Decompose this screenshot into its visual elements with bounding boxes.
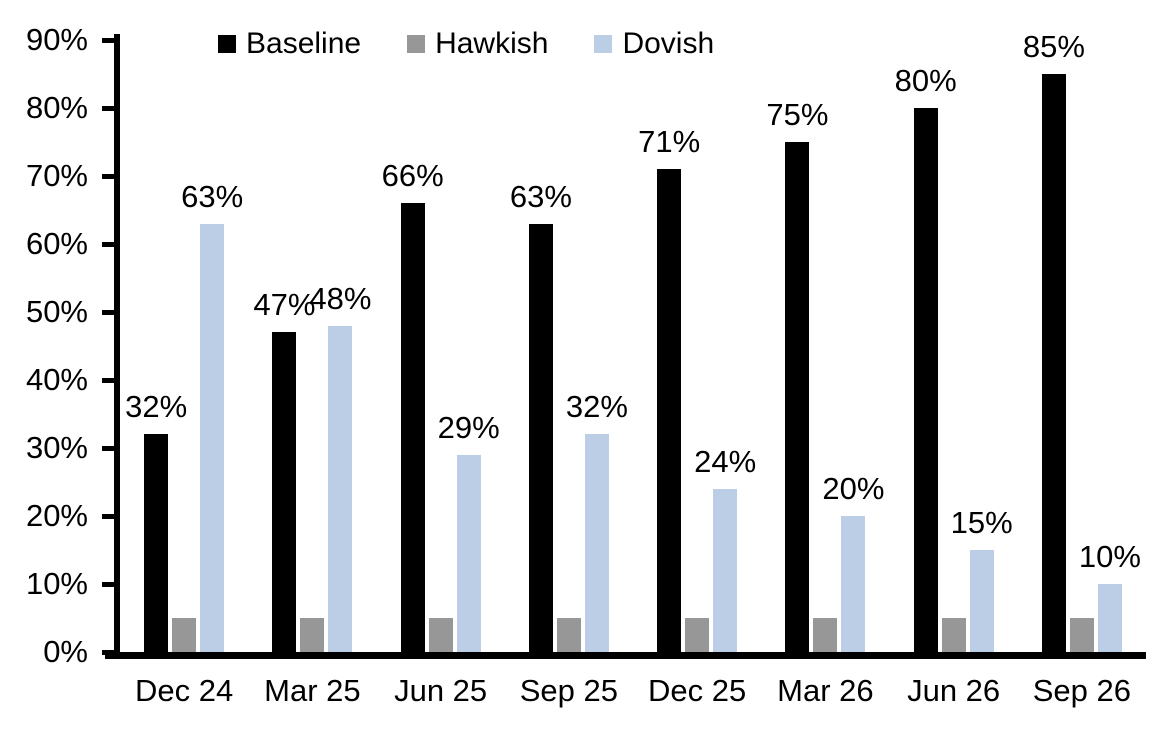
bar-dovish: 29%: [438, 410, 500, 652]
legend-item-hawkish: Hawkish: [407, 27, 548, 61]
y-axis-tick-label: 30%: [25, 430, 88, 465]
bar-value-label: 48%: [309, 280, 372, 316]
bar-hawkish: [1069, 618, 1094, 652]
y-axis-tick-label: 20%: [25, 498, 88, 533]
x-axis-tick-label: Mar 25: [264, 673, 361, 708]
y-axis-tick: [102, 174, 114, 179]
bar-hawkish: [556, 618, 581, 652]
y-axis-tick: [102, 38, 114, 43]
bar-value-label: 63%: [509, 178, 572, 214]
dovish-swatch-icon: [594, 35, 613, 53]
bar-value-label: 32%: [125, 389, 188, 425]
y-axis-tick: [102, 242, 114, 247]
y-axis-tick: [102, 582, 114, 587]
y-axis-tick-label: 90%: [25, 22, 88, 57]
bar-value-label: 71%: [638, 124, 701, 160]
legend-item-dovish: Dovish: [594, 27, 714, 61]
category-slot: 32% 63%: [120, 40, 248, 652]
legend-label: Baseline: [246, 27, 362, 60]
bar-value-label: 66%: [381, 158, 444, 194]
category-slot: 63% 32%: [505, 40, 633, 652]
bar-hawkish: [685, 618, 710, 652]
bar-dovish: 15%: [951, 505, 1013, 652]
x-axis-line: [105, 652, 1146, 659]
y-axis-tick-label: 40%: [25, 362, 88, 397]
bar-hawkish: [941, 618, 966, 652]
bar-baseline: 80%: [895, 63, 957, 652]
x-axis-tick-label: Mar 26: [777, 673, 874, 708]
plot-area: 32% 63% 47% 48% 66% 29% 63% 32% 71% 24% 75% 20% 80% 1…: [120, 29, 1146, 652]
bar-dovish: 48%: [309, 281, 371, 652]
bar-baseline: 66%: [382, 158, 444, 652]
bar-value-label: 29%: [437, 409, 500, 445]
bar-baseline: 32%: [125, 389, 187, 652]
category-slot: 75% 20%: [761, 40, 889, 652]
bar-value-label: 20%: [822, 471, 885, 507]
category-slot: 80% 15%: [890, 40, 1018, 652]
x-axis-tick-label: Dec 25: [648, 673, 747, 708]
bar-baseline: 71%: [638, 124, 700, 652]
legend: Baseline Hawkish Dovish: [218, 27, 714, 61]
bar-hawkish: [813, 618, 838, 652]
bar-value-label: 47%: [253, 287, 316, 323]
category-slot: 66% 29%: [377, 40, 505, 652]
y-axis-tick: [102, 514, 114, 519]
y-axis-tick: [102, 446, 114, 451]
y-axis-tick: [102, 378, 114, 383]
bar-baseline: 47%: [253, 287, 315, 652]
bar-baseline: 85%: [1023, 29, 1085, 652]
y-axis-tick: [102, 310, 114, 315]
x-axis-tick-label: Sep 26: [1032, 673, 1131, 708]
category-slot: 71% 24%: [633, 40, 761, 652]
y-axis-tick-label: 80%: [25, 90, 88, 125]
x-axis-tick-label: Dec 24: [135, 673, 234, 708]
bar-hawkish: [172, 618, 197, 652]
bar-value-label: 24%: [694, 443, 757, 479]
bar-dovish: 10%: [1079, 539, 1141, 652]
x-axis-tick-label: Jun 25: [394, 673, 488, 708]
bar-value-label: 15%: [950, 505, 1013, 540]
y-axis-line: [114, 34, 120, 659]
bar-value-label: 10%: [1078, 539, 1141, 575]
bar-baseline: 63%: [510, 179, 572, 652]
bar-dovish: 24%: [694, 444, 756, 652]
y-axis-tick-label: 0%: [43, 634, 88, 669]
bar-value-label: 32%: [565, 389, 628, 425]
bar-dovish: 20%: [822, 471, 884, 652]
y-axis-tick: [102, 650, 114, 655]
y-axis-tick-label: 70%: [25, 158, 88, 193]
bar-hawkish: [300, 618, 325, 652]
bar-value-label: 85%: [1022, 29, 1085, 64]
bar-value-label: 80%: [894, 63, 957, 99]
bar-value-label: 75%: [766, 97, 829, 132]
bar-dovish: 32%: [566, 389, 628, 652]
category-slot: 47% 48%: [248, 40, 376, 652]
baseline-swatch-icon: [218, 35, 236, 53]
y-axis-tick: [102, 106, 114, 111]
x-axis-tick-label: Jun 26: [907, 673, 1001, 708]
bar-hawkish: [428, 618, 453, 652]
bar-dovish: 63%: [181, 179, 243, 652]
y-axis-tick-label: 60%: [25, 226, 88, 261]
y-axis-tick-label: 50%: [25, 294, 88, 329]
hawkish-swatch-icon: [407, 35, 426, 53]
legend-label: Hawkish: [435, 27, 549, 60]
legend-label: Dovish: [622, 27, 715, 60]
legend-item-baseline: Baseline: [218, 27, 361, 61]
category-slot: 85% 10%: [1018, 29, 1146, 652]
y-axis-tick-label: 10%: [25, 566, 88, 601]
bar-baseline: 75%: [766, 97, 828, 652]
x-axis-tick-label: Sep 25: [519, 673, 618, 708]
x-axis: Dec 24 Mar 25 Jun 25 Sep 25 Dec 25 Mar 26 Jun …: [120, 673, 1146, 709]
bar-value-label: 63%: [181, 178, 244, 214]
